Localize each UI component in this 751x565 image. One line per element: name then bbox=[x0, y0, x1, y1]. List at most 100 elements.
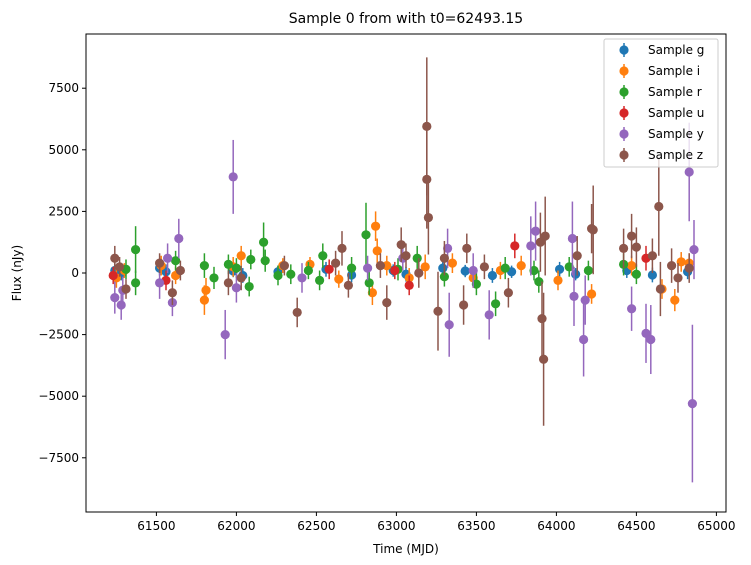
data-point bbox=[479, 262, 489, 272]
x-tick-label: 61500 bbox=[137, 519, 175, 533]
data-point bbox=[361, 230, 371, 240]
data-point bbox=[163, 253, 173, 263]
data-point bbox=[572, 251, 582, 261]
data-point bbox=[439, 272, 449, 282]
data-point bbox=[684, 167, 694, 177]
data-point bbox=[260, 256, 270, 266]
data-point bbox=[167, 288, 177, 298]
y-tick-label: 5000 bbox=[48, 143, 79, 157]
data-point bbox=[647, 270, 658, 280]
data-point bbox=[171, 256, 181, 266]
data-point bbox=[531, 226, 541, 236]
data-point bbox=[236, 273, 246, 283]
data-point bbox=[228, 172, 238, 182]
x-tick-label: 65000 bbox=[697, 519, 735, 533]
data-point bbox=[447, 258, 457, 268]
data-point bbox=[569, 291, 579, 302]
data-point bbox=[116, 300, 126, 310]
data-point bbox=[439, 253, 449, 263]
data-point bbox=[580, 295, 590, 305]
data-point bbox=[420, 262, 430, 272]
data-point bbox=[647, 251, 658, 261]
data-point bbox=[174, 233, 184, 244]
data-point bbox=[583, 265, 594, 276]
data-point bbox=[667, 261, 677, 271]
data-point bbox=[223, 278, 233, 288]
data-point bbox=[231, 263, 241, 273]
data-point bbox=[390, 265, 400, 276]
data-point bbox=[459, 300, 469, 310]
data-point bbox=[553, 275, 563, 285]
x-tick-label: 62000 bbox=[217, 519, 255, 533]
data-point bbox=[654, 201, 664, 212]
series-sample-r bbox=[121, 202, 642, 317]
data-point bbox=[347, 263, 357, 273]
data-point bbox=[423, 212, 433, 223]
data-point bbox=[438, 263, 448, 273]
data-point bbox=[297, 273, 307, 283]
y-tick-label: 0 bbox=[71, 266, 79, 280]
data-point bbox=[627, 304, 637, 314]
data-point bbox=[579, 334, 589, 345]
data-point bbox=[491, 299, 501, 309]
data-point bbox=[404, 280, 414, 290]
data-point bbox=[199, 261, 209, 271]
data-point bbox=[676, 257, 686, 267]
data-point bbox=[273, 270, 283, 281]
data-point bbox=[414, 268, 424, 278]
data-point bbox=[396, 240, 406, 250]
data-point bbox=[487, 270, 497, 281]
data-point bbox=[155, 258, 165, 268]
series-sample-z bbox=[110, 57, 694, 426]
y-tick-label: −2500 bbox=[38, 328, 79, 342]
data-point bbox=[175, 265, 185, 276]
legend-label: Sample r bbox=[648, 85, 702, 99]
data-point bbox=[484, 310, 494, 320]
data-point bbox=[364, 278, 374, 288]
data-point bbox=[244, 281, 254, 292]
data-point bbox=[223, 259, 233, 269]
data-point bbox=[539, 354, 549, 364]
data-point bbox=[588, 225, 598, 235]
data-point bbox=[372, 246, 382, 256]
legend: Sample g Sample i Sample r Sample u Sample y… bbox=[603, 38, 719, 168]
data-point bbox=[500, 263, 510, 273]
data-point bbox=[315, 275, 325, 285]
data-point bbox=[587, 289, 597, 299]
data-point bbox=[468, 265, 478, 276]
data-point bbox=[236, 251, 246, 261]
data-point bbox=[529, 265, 539, 276]
data-point bbox=[687, 398, 698, 409]
data-point bbox=[689, 244, 699, 255]
data-point bbox=[460, 266, 470, 276]
legend-label: Sample y bbox=[648, 127, 704, 141]
data-point bbox=[108, 270, 118, 281]
data-point bbox=[646, 334, 656, 345]
data-point bbox=[209, 273, 219, 283]
data-point bbox=[199, 295, 209, 305]
data-point bbox=[540, 231, 550, 241]
data-point bbox=[555, 264, 565, 274]
x-tick-label: 62500 bbox=[297, 519, 335, 533]
data-point bbox=[343, 280, 353, 290]
data-point bbox=[510, 241, 520, 251]
x-tick-label: 64000 bbox=[537, 519, 575, 533]
data-point bbox=[334, 274, 344, 284]
data-point bbox=[619, 243, 629, 253]
x-axis-label: Time (MJD) bbox=[372, 542, 439, 556]
data-point bbox=[627, 231, 637, 241]
x-tick-label: 63000 bbox=[377, 519, 415, 533]
data-point bbox=[303, 265, 313, 276]
data-point bbox=[444, 320, 454, 330]
data-point bbox=[412, 253, 422, 263]
data-point bbox=[259, 237, 269, 247]
data-point bbox=[516, 261, 526, 271]
data-point bbox=[567, 233, 578, 244]
data-point bbox=[631, 269, 642, 279]
y-tick-label: −7500 bbox=[38, 451, 79, 465]
data-point bbox=[286, 269, 296, 279]
data-point bbox=[627, 261, 637, 271]
data-point bbox=[110, 253, 120, 263]
data-point bbox=[110, 293, 120, 303]
y-tick-label: 2500 bbox=[48, 204, 79, 218]
